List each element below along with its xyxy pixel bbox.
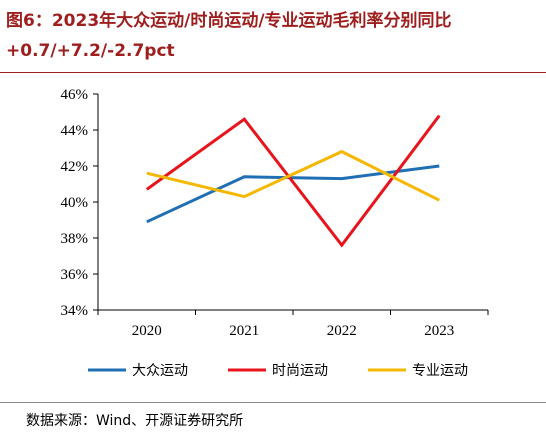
x-tick-label: 2021	[229, 323, 259, 339]
figure-title: 图6：2023年大众运动/时尚运动/专业运动毛利率分别同比+0.7/+7.2/-…	[6, 11, 452, 61]
legend-label: 专业运动	[412, 363, 468, 379]
series-line-2	[145, 114, 441, 248]
y-tick-label: 36%	[61, 267, 89, 283]
y-axis-ticks: 34% 36% 38% 40% 42% 44% 46%	[61, 87, 98, 319]
y-tick-label: 38%	[61, 231, 89, 247]
x-tick-label: 2020	[132, 323, 162, 339]
x-axis-ticks: 2020 2021 2022 2023	[97, 310, 489, 339]
x-tick-label: 2023	[424, 323, 454, 339]
y-tick-label: 40%	[61, 195, 89, 211]
legend-label: 时尚运动	[272, 363, 328, 379]
y-tick-label: 46%	[61, 87, 89, 103]
x-tick-label: 2022	[327, 323, 357, 339]
series-line-3	[146, 149, 440, 202]
series-line-1	[146, 164, 440, 224]
source-divider	[0, 402, 546, 403]
legend: 大众运动 时尚运动 专业运动	[88, 363, 468, 379]
y-tick-label: 44%	[61, 123, 89, 139]
title-divider	[0, 72, 546, 73]
line-chart: 34% 36% 38% 40% 42% 44% 46% 2020 2021 2022 2023 大…	[61, 87, 489, 379]
series-lines	[145, 114, 441, 248]
source-note: 数据来源：Wind、开源证券研究所	[26, 413, 244, 429]
legend-label: 大众运动	[132, 363, 188, 379]
y-tick-label: 42%	[61, 159, 89, 175]
y-tick-label: 34%	[61, 303, 89, 319]
